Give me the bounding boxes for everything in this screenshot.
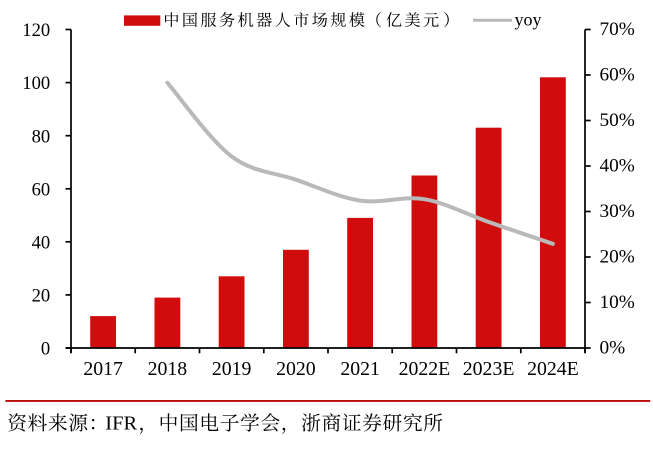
svg-text:0%: 0% (600, 338, 626, 359)
svg-text:70%: 70% (600, 19, 635, 40)
svg-text:2021: 2021 (340, 358, 380, 380)
svg-text:2017: 2017 (83, 358, 123, 380)
svg-text:yoy: yoy (515, 9, 542, 29)
svg-text:2018: 2018 (148, 358, 188, 380)
svg-text:20%: 20% (600, 247, 635, 268)
svg-text:60: 60 (32, 179, 51, 200)
svg-text:40: 40 (32, 232, 51, 253)
svg-text:0: 0 (41, 339, 50, 360)
svg-text:2024E: 2024E (527, 358, 579, 380)
svg-text:60%: 60% (600, 65, 635, 86)
svg-text:20: 20 (32, 286, 51, 307)
svg-text:80: 80 (32, 126, 51, 147)
svg-text:IFR: IFR (105, 413, 137, 435)
svg-text:100: 100 (22, 73, 50, 94)
svg-text:2022E: 2022E (399, 358, 451, 380)
svg-text:2023E: 2023E (463, 358, 515, 380)
svg-text:40%: 40% (600, 156, 635, 177)
svg-text:2019: 2019 (212, 358, 252, 380)
svg-text:2020: 2020 (276, 358, 316, 380)
svg-text:120: 120 (22, 20, 50, 41)
svg-text:10%: 10% (600, 292, 635, 313)
svg-text:30%: 30% (600, 201, 635, 222)
svg-text:50%: 50% (600, 110, 635, 131)
